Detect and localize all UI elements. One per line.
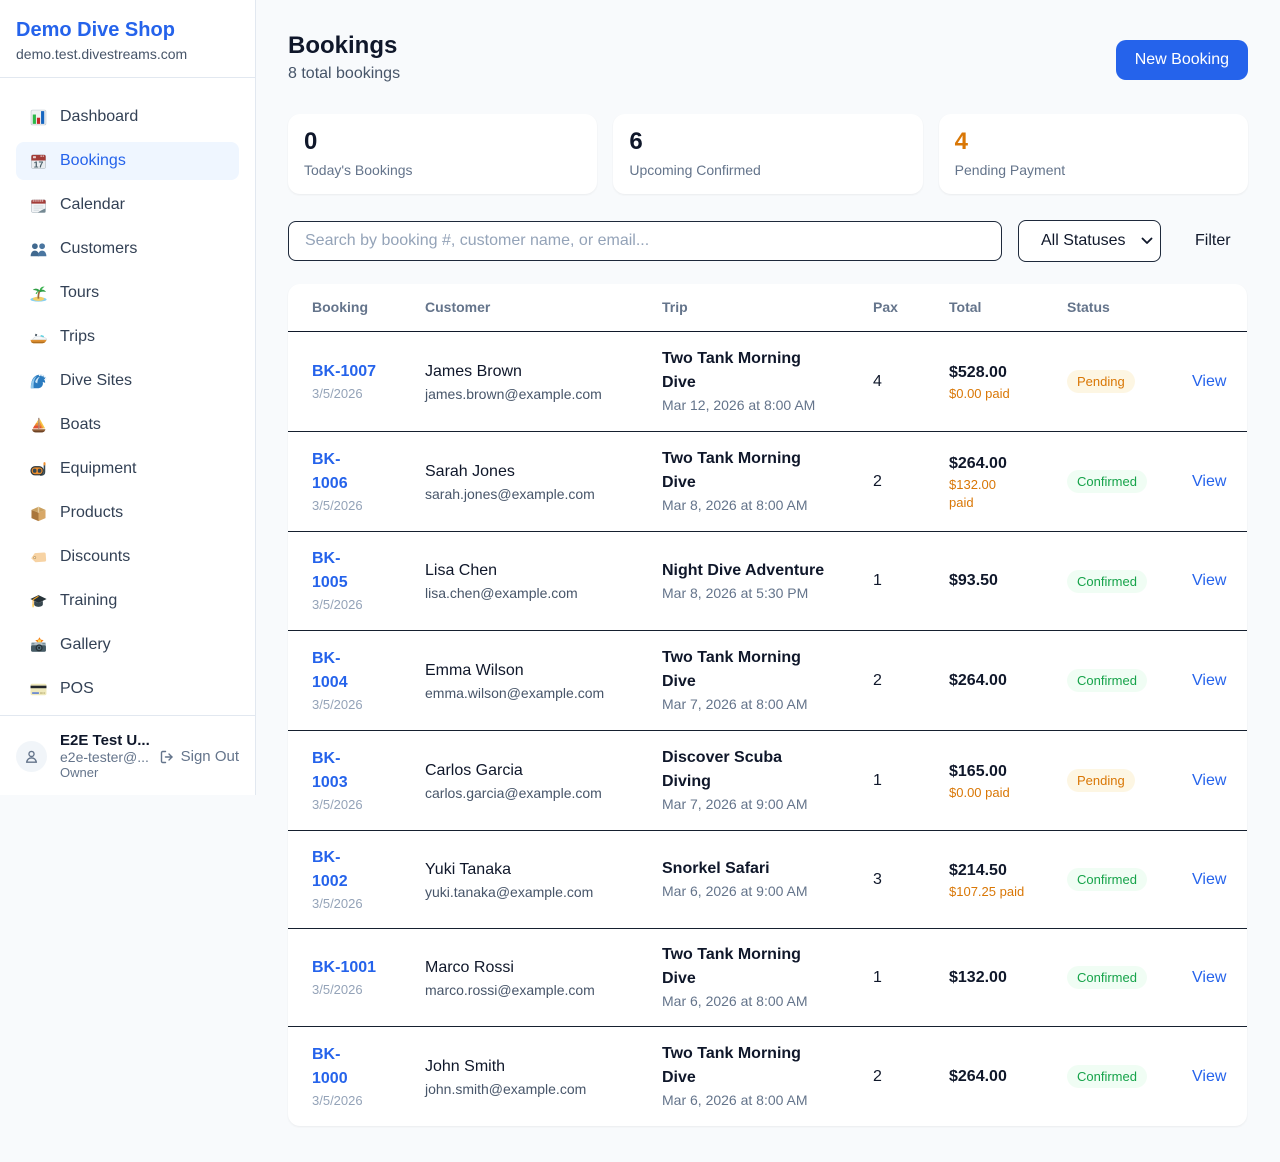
svg-text:17: 17 [33,159,43,169]
